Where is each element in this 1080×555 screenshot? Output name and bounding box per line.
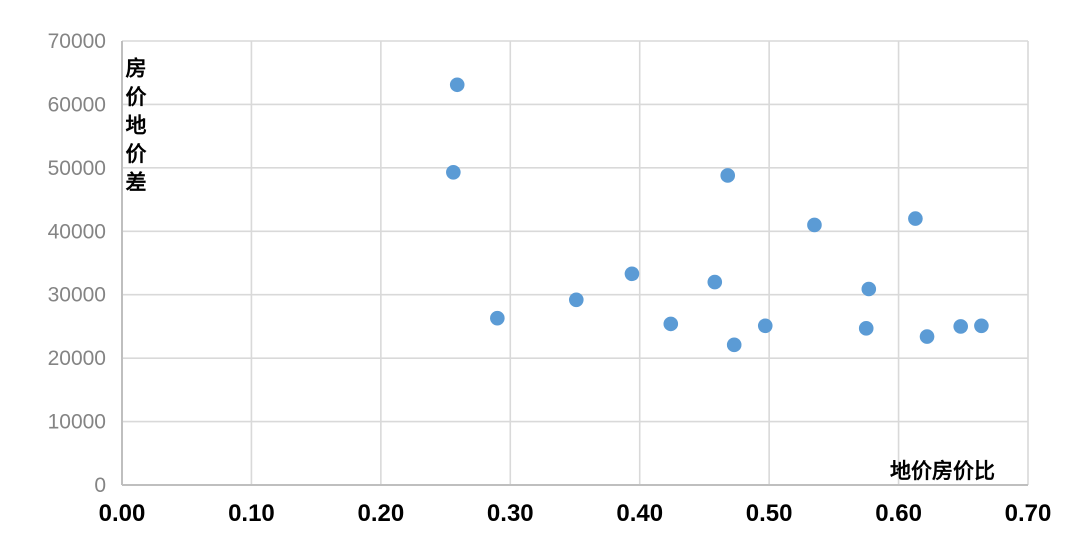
x-tick-label: 0.00 <box>99 500 146 527</box>
data-point <box>908 211 923 226</box>
x-tick-label: 0.40 <box>616 500 663 527</box>
x-tick-label: 0.70 <box>1005 500 1052 527</box>
y-tick-label: 0 <box>94 474 106 497</box>
data-point <box>919 329 935 344</box>
y-tick-label: 40000 <box>48 220 106 243</box>
x-tick-label: 0.10 <box>228 500 275 527</box>
data-point <box>757 318 773 334</box>
data-point <box>861 281 877 297</box>
x-tick-label: 0.30 <box>487 500 534 527</box>
data-point <box>449 77 465 93</box>
x-axis-title: 地价房价比 <box>890 460 995 483</box>
data-point <box>624 266 640 282</box>
data-point <box>807 217 822 233</box>
y-tick-label: 30000 <box>48 284 106 307</box>
y-tick-label: 60000 <box>48 93 106 116</box>
data-point <box>446 164 461 180</box>
data-point <box>858 321 874 336</box>
y-tick-label: 20000 <box>48 347 106 370</box>
data-point <box>707 274 723 290</box>
data-point <box>726 337 742 353</box>
y-tick-label: 10000 <box>48 411 106 434</box>
y-tick-label: 70000 <box>48 30 106 53</box>
data-point <box>720 168 736 183</box>
x-tick-label: 0.60 <box>875 500 922 527</box>
data-point <box>568 292 584 308</box>
data-point <box>663 316 679 332</box>
data-point <box>953 319 968 334</box>
data-point <box>974 318 989 334</box>
x-tick-label: 0.50 <box>746 500 793 527</box>
y-axis-title: 房价地价差 <box>123 57 146 200</box>
data-point <box>490 310 505 326</box>
x-tick-label: 0.20 <box>357 500 404 527</box>
y-tick-label: 50000 <box>48 157 106 180</box>
